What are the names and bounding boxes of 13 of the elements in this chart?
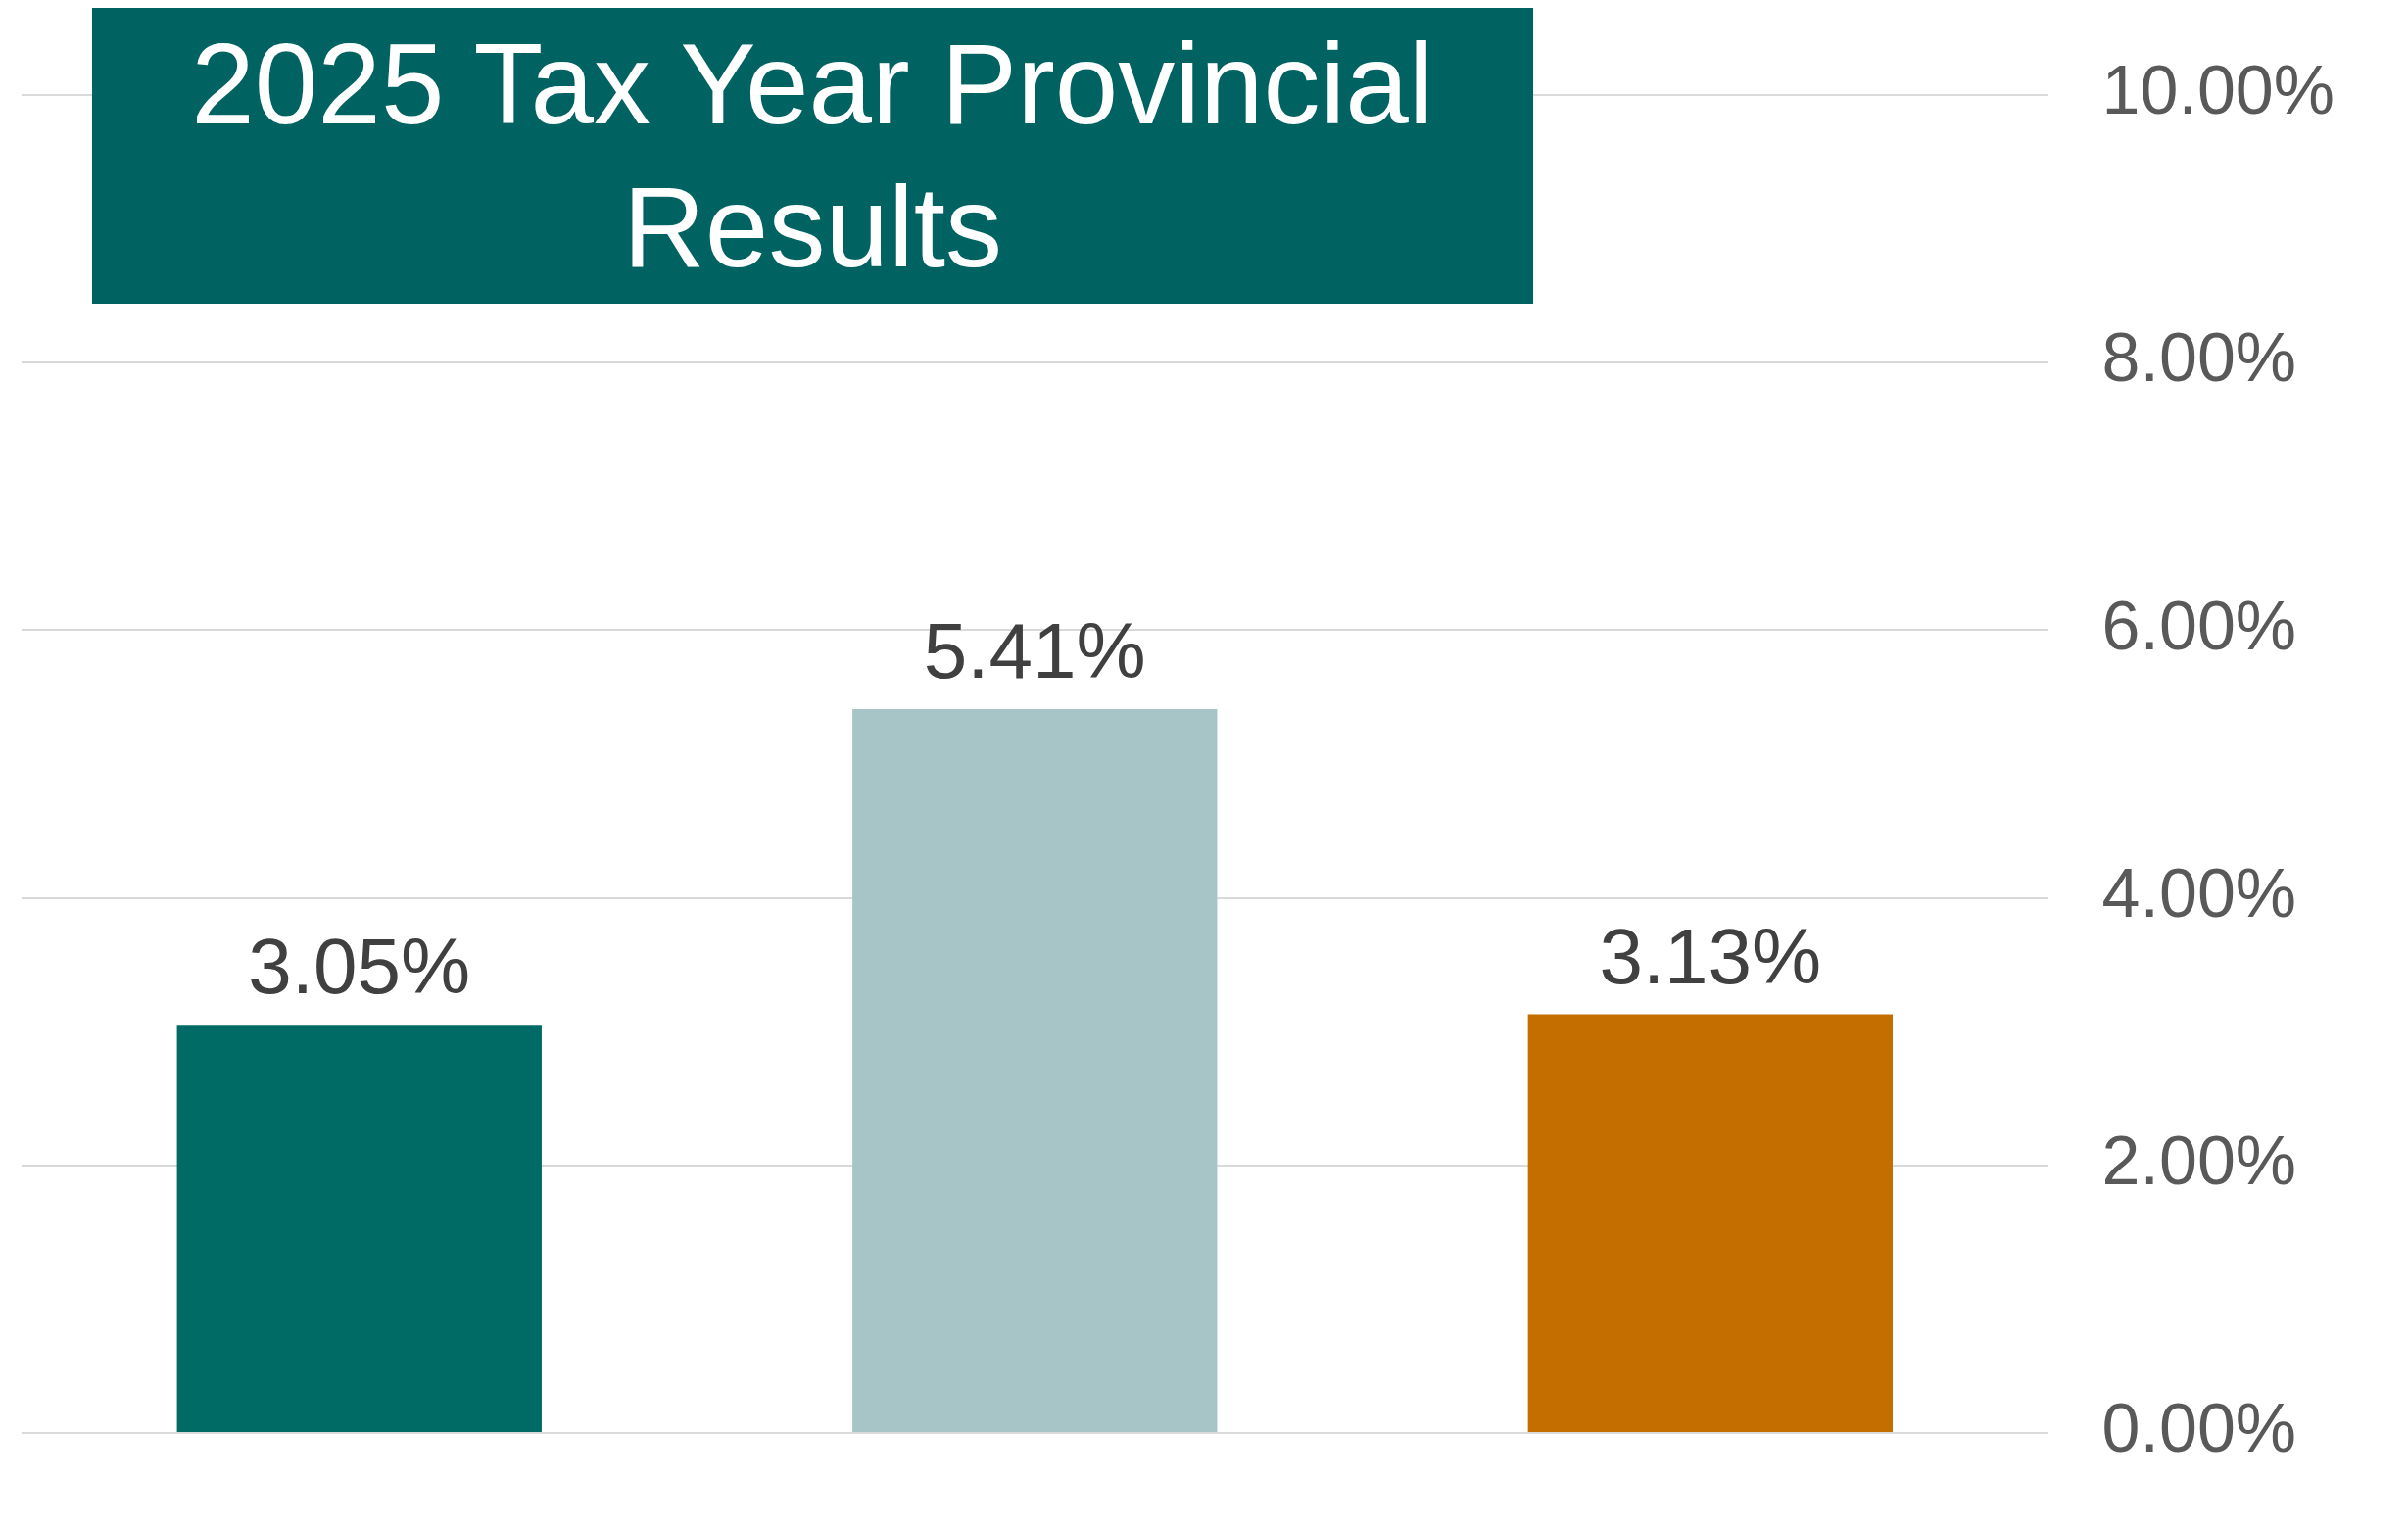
y-tick-label: 6.00% <box>2101 587 2297 664</box>
y-tick-label: 8.00% <box>2101 319 2297 397</box>
data-label: 3.13% <box>1599 912 1822 1000</box>
bar <box>176 1025 542 1432</box>
data-label: 3.05% <box>248 923 471 1011</box>
chart-title: 2025 Tax Year Provincial Results <box>92 8 1533 304</box>
y-tick-label: 10.00% <box>2101 52 2336 129</box>
bar <box>852 708 1218 1432</box>
y-tick-label: 0.00% <box>2101 1390 2297 1467</box>
bar <box>1527 1014 1893 1432</box>
data-label: 5.41% <box>923 607 1146 695</box>
y-tick-label: 4.00% <box>2101 854 2297 931</box>
y-tick-label: 2.00% <box>2101 1122 2297 1200</box>
